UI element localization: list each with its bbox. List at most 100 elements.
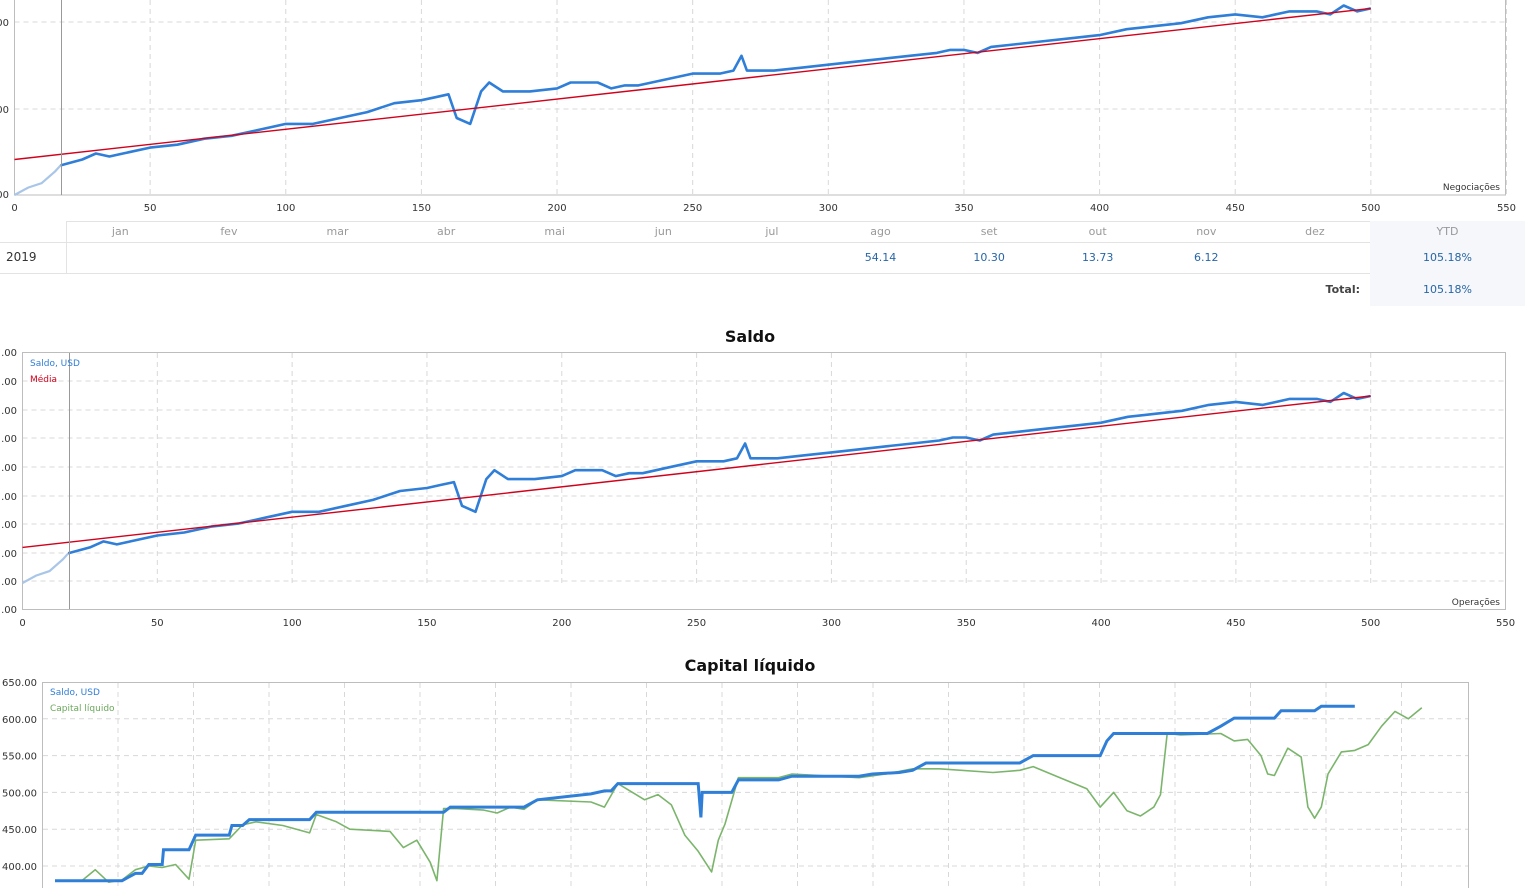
table-row: 54.14 10.30 13.73 6.12 2019 105.18% bbox=[0, 243, 1525, 273]
capital-chart-plot-border bbox=[42, 682, 1469, 888]
y-tick-label: .00 bbox=[1, 577, 17, 588]
month-header-set: set bbox=[980, 225, 998, 238]
y-tick-label: .00 bbox=[1, 377, 17, 388]
total-label: Total: bbox=[1325, 283, 1360, 296]
month-value-ago: 54.14 bbox=[864, 251, 897, 264]
month-header-mar: mar bbox=[326, 225, 349, 238]
balance-line bbox=[67, 391, 1371, 555]
balance-line bbox=[60, 4, 1372, 167]
x-tick-label: 500 bbox=[1361, 618, 1380, 627]
year-label: 2019 bbox=[6, 250, 37, 264]
balance-line-initial bbox=[21, 552, 70, 584]
saldo-chart-series bbox=[21, 391, 1371, 584]
saldo-chart-y-ticks: .00 .00 .00 .00 .00 .00 .00 .00 .00 .00 bbox=[1, 348, 17, 616]
month-header-mai: mai bbox=[544, 225, 565, 238]
month-header-fev: fev bbox=[220, 225, 238, 238]
month-header-jan: jan bbox=[111, 225, 129, 238]
x-tick-label: 350 bbox=[954, 203, 973, 214]
month-header-nov: nov bbox=[1196, 225, 1217, 238]
y-tick-label: 650.00 bbox=[2, 678, 37, 689]
x-tick-label: 50 bbox=[144, 203, 157, 214]
growth-chart-plot-border bbox=[14, 0, 1506, 196]
x-tick-label: 300 bbox=[819, 203, 838, 214]
growth-chart-y-ticks: 00 00 00 bbox=[0, 18, 9, 201]
x-tick-label: 100 bbox=[276, 203, 295, 214]
month-header-ago: ago bbox=[870, 225, 891, 238]
average-trend-line bbox=[22, 395, 1371, 549]
month-header-dez: dez bbox=[1305, 225, 1325, 238]
balance-line-initial bbox=[13, 164, 62, 196]
balance-line bbox=[55, 704, 1355, 883]
x-tick-label: 450 bbox=[1226, 618, 1245, 627]
x-tick-label: 350 bbox=[957, 618, 976, 627]
table-row-divider bbox=[0, 273, 1525, 274]
y-tick-label: .00 bbox=[1, 520, 17, 531]
y-tick-label: .00 bbox=[1, 463, 17, 474]
x-tick-label: 100 bbox=[283, 618, 302, 627]
saldo-chart-plot-border bbox=[22, 352, 1506, 610]
y-tick-label: 00 bbox=[0, 105, 9, 116]
x-tick-label: 150 bbox=[412, 203, 431, 214]
y-tick-label: .00 bbox=[1, 348, 17, 359]
total-value: 105.18% bbox=[1423, 283, 1472, 296]
y-tick-label: 600.00 bbox=[2, 715, 37, 726]
x-tick-label: 0 bbox=[11, 203, 17, 214]
average-trend-line bbox=[14, 7, 1371, 161]
table-top-divider bbox=[66, 221, 1525, 222]
x-tick-label: 0 bbox=[19, 618, 25, 627]
saldo-chart-legend-balance: Saldo, USD bbox=[30, 359, 80, 369]
y-tick-label: 00 bbox=[0, 190, 9, 201]
y-tick-label: .00 bbox=[1, 605, 17, 616]
capital-chart-legend-balance: Saldo, USD bbox=[50, 688, 100, 698]
x-tick-label: 450 bbox=[1226, 203, 1245, 214]
growth-chart-x-ticks: 0 50 100 150 200 250 300 350 400 450 500 550 bbox=[11, 203, 1516, 214]
monthly-returns-table: jan fev mar abr mai jun jul ago set out nov dez YTD … bbox=[0, 221, 1525, 306]
month-value-out: 13.73 bbox=[1081, 251, 1114, 264]
growth-chart-grid bbox=[14, 0, 1507, 195]
month-header-jul: jul bbox=[765, 225, 779, 238]
table-ytd-column-bg bbox=[1370, 221, 1525, 306]
x-tick-label: 550 bbox=[1496, 618, 1515, 627]
capital-chart-legend-equity: Capital líquido bbox=[50, 704, 115, 714]
saldo-chart: 0 50 100 150 200 250 300 350 400 450 500 550 .00.00… bbox=[1, 348, 1515, 627]
month-header-out: out bbox=[1088, 225, 1107, 238]
x-tick-label: 250 bbox=[687, 618, 706, 627]
x-tick-label: 200 bbox=[552, 618, 571, 627]
table-header-row: jan fev mar abr mai jun jul ago set out nov dez YTD bbox=[0, 221, 1525, 242]
table-header-divider bbox=[0, 242, 1525, 243]
saldo-chart-legend-average: Média bbox=[30, 374, 57, 385]
capital-chart-grid bbox=[43, 683, 1468, 888]
y-tick-label: 550.00 bbox=[2, 752, 37, 763]
y-tick-label: .00 bbox=[1, 434, 17, 445]
capital-chart-y-ticks: 650.00 600.00 550.00 500.00 450.00 400.00 bbox=[2, 678, 37, 873]
month-header-jun: jun bbox=[654, 225, 672, 238]
x-tick-label: 150 bbox=[417, 618, 436, 627]
y-tick-label: .00 bbox=[1, 492, 17, 503]
growth-chart-x-caption: Negociações bbox=[1443, 183, 1500, 193]
capital-chart-series bbox=[55, 704, 1423, 883]
month-header-abr: abr bbox=[436, 225, 456, 238]
y-tick-label: 500.00 bbox=[2, 788, 37, 799]
month-value-set: 10.30 bbox=[973, 251, 1005, 264]
capital-chart-title: Capital líquido bbox=[684, 656, 816, 675]
y-tick-label: 00 bbox=[0, 18, 9, 29]
table-year-col-divider bbox=[66, 221, 67, 273]
y-tick-label: 450.00 bbox=[2, 825, 37, 836]
ytd-header: YTD bbox=[1436, 225, 1459, 238]
x-tick-label: 500 bbox=[1361, 203, 1380, 214]
capital-chart: 650.00 600.00 550.00 500.00 450.00 400.00 Sal… bbox=[2, 678, 1469, 888]
x-tick-label: 550 bbox=[1497, 203, 1516, 214]
x-tick-label: 300 bbox=[822, 618, 841, 627]
saldo-chart-x-caption: Operações bbox=[1452, 598, 1501, 608]
saldo-chart-x-ticks: 0 50 100 150 200 250 300 350 400 450 500 550 bbox=[19, 618, 1515, 627]
month-value-nov: 6.12 bbox=[1194, 251, 1219, 264]
x-tick-label: 400 bbox=[1090, 203, 1109, 214]
y-tick-label: 400.00 bbox=[2, 862, 37, 873]
saldo-chart-title: Saldo bbox=[724, 327, 776, 346]
x-tick-label: 250 bbox=[683, 203, 702, 214]
saldo-chart-grid bbox=[22, 353, 1507, 583]
table-total-row: Total: 105.18% bbox=[0, 274, 1525, 306]
ytd-value: 105.18% bbox=[1423, 251, 1472, 264]
x-tick-label: 50 bbox=[151, 618, 164, 627]
